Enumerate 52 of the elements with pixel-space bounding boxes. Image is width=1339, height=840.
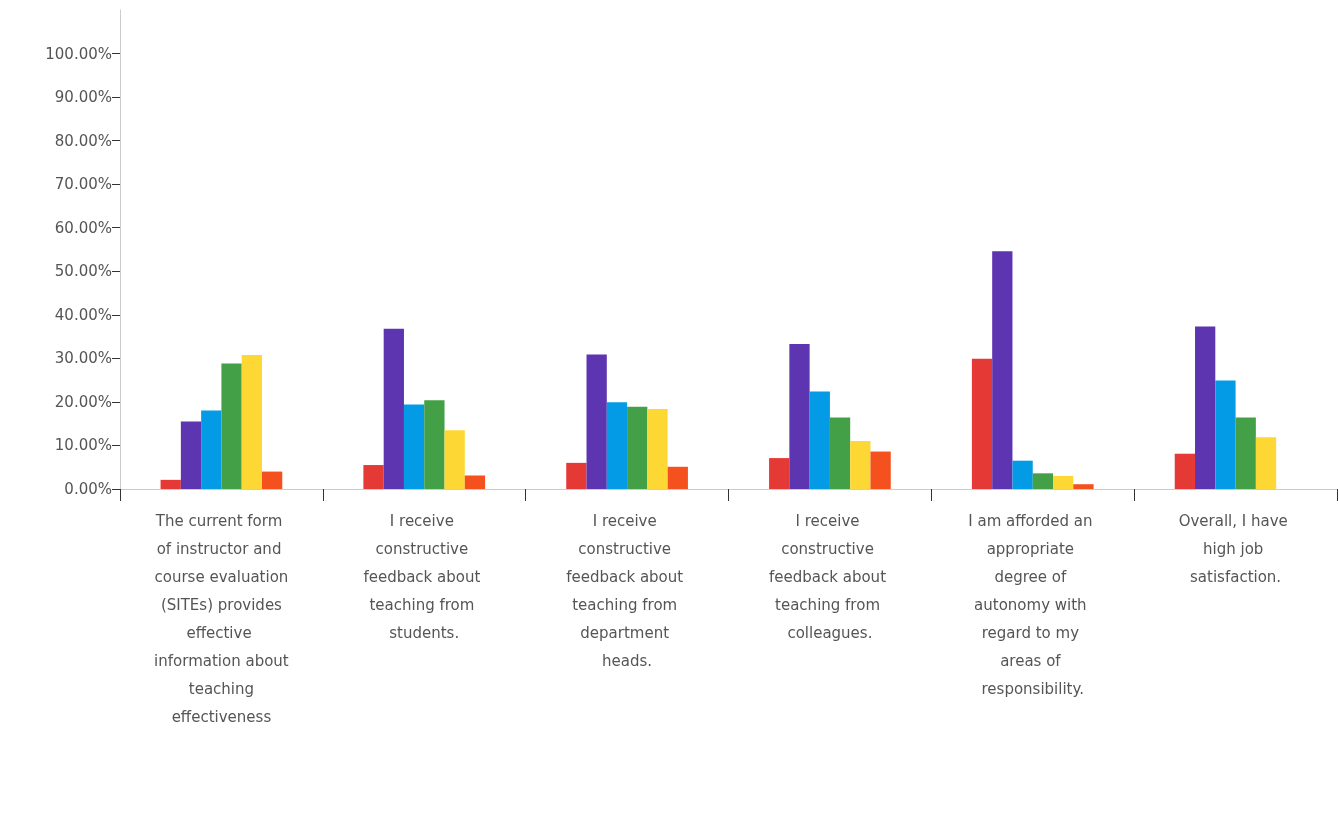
y-tick-label: 40.00%	[54, 305, 112, 324]
bar	[444, 430, 465, 489]
bar	[870, 451, 891, 489]
y-tick-label: 30.00%	[54, 349, 112, 368]
x-tick-label: I receive constructive feedback about teaching from students.	[363, 512, 486, 642]
y-tick-label: 0.00%	[64, 480, 112, 498]
bar	[606, 402, 628, 489]
bar	[647, 408, 668, 489]
y-tick-label: 20.00%	[54, 392, 112, 411]
bar	[1053, 475, 1074, 489]
x-tick-label: The current form of instructor and course evaluation (SITEs) provides effective information about teaching effectiveness	[154, 512, 289, 726]
bar	[1195, 326, 1216, 489]
x-tick-label: I receive constructive feedback about teaching from department heads.	[566, 512, 688, 670]
bar	[201, 410, 222, 489]
bar	[261, 471, 283, 489]
bar	[403, 404, 425, 489]
bar	[464, 475, 486, 489]
bar	[424, 400, 445, 489]
bar	[586, 354, 607, 489]
bar	[850, 441, 871, 489]
bar	[1032, 473, 1054, 489]
bar	[789, 343, 810, 489]
bar	[221, 363, 242, 489]
bar	[383, 328, 404, 489]
bar	[160, 479, 181, 489]
bar	[241, 354, 262, 489]
bar	[829, 417, 851, 489]
bar	[1215, 380, 1236, 489]
x-tick-label: I am afforded an appropriate degree of autonomy with regard to my areas of responsibility.	[968, 512, 1098, 698]
bar	[1255, 437, 1277, 489]
bar	[1174, 453, 1196, 489]
y-tick-label: 50.00%	[54, 262, 112, 281]
bar	[809, 391, 830, 489]
y-tick-label: 80.00%	[54, 131, 112, 150]
x-tick-label: Overall, I have high job satisfaction.	[1178, 512, 1293, 586]
y-tick-label: 10.00%	[54, 436, 112, 455]
y-tick-label: 90.00%	[54, 88, 112, 107]
bar	[363, 465, 384, 489]
bar	[180, 421, 202, 489]
bar	[1073, 484, 1094, 489]
y-tick-label: 70.00%	[54, 175, 112, 194]
bar	[992, 251, 1013, 489]
bar	[1012, 460, 1033, 489]
x-tick-label: I receive constructive feedback about teaching from colleagues.	[769, 512, 891, 642]
bar	[971, 358, 993, 489]
bar	[566, 462, 587, 489]
bar	[627, 406, 648, 489]
bar	[667, 466, 688, 489]
bar	[1235, 417, 1256, 489]
y-tick-label: 100.00%	[45, 44, 112, 63]
y-tick-label: 60.00%	[54, 218, 112, 237]
bar	[769, 458, 790, 489]
